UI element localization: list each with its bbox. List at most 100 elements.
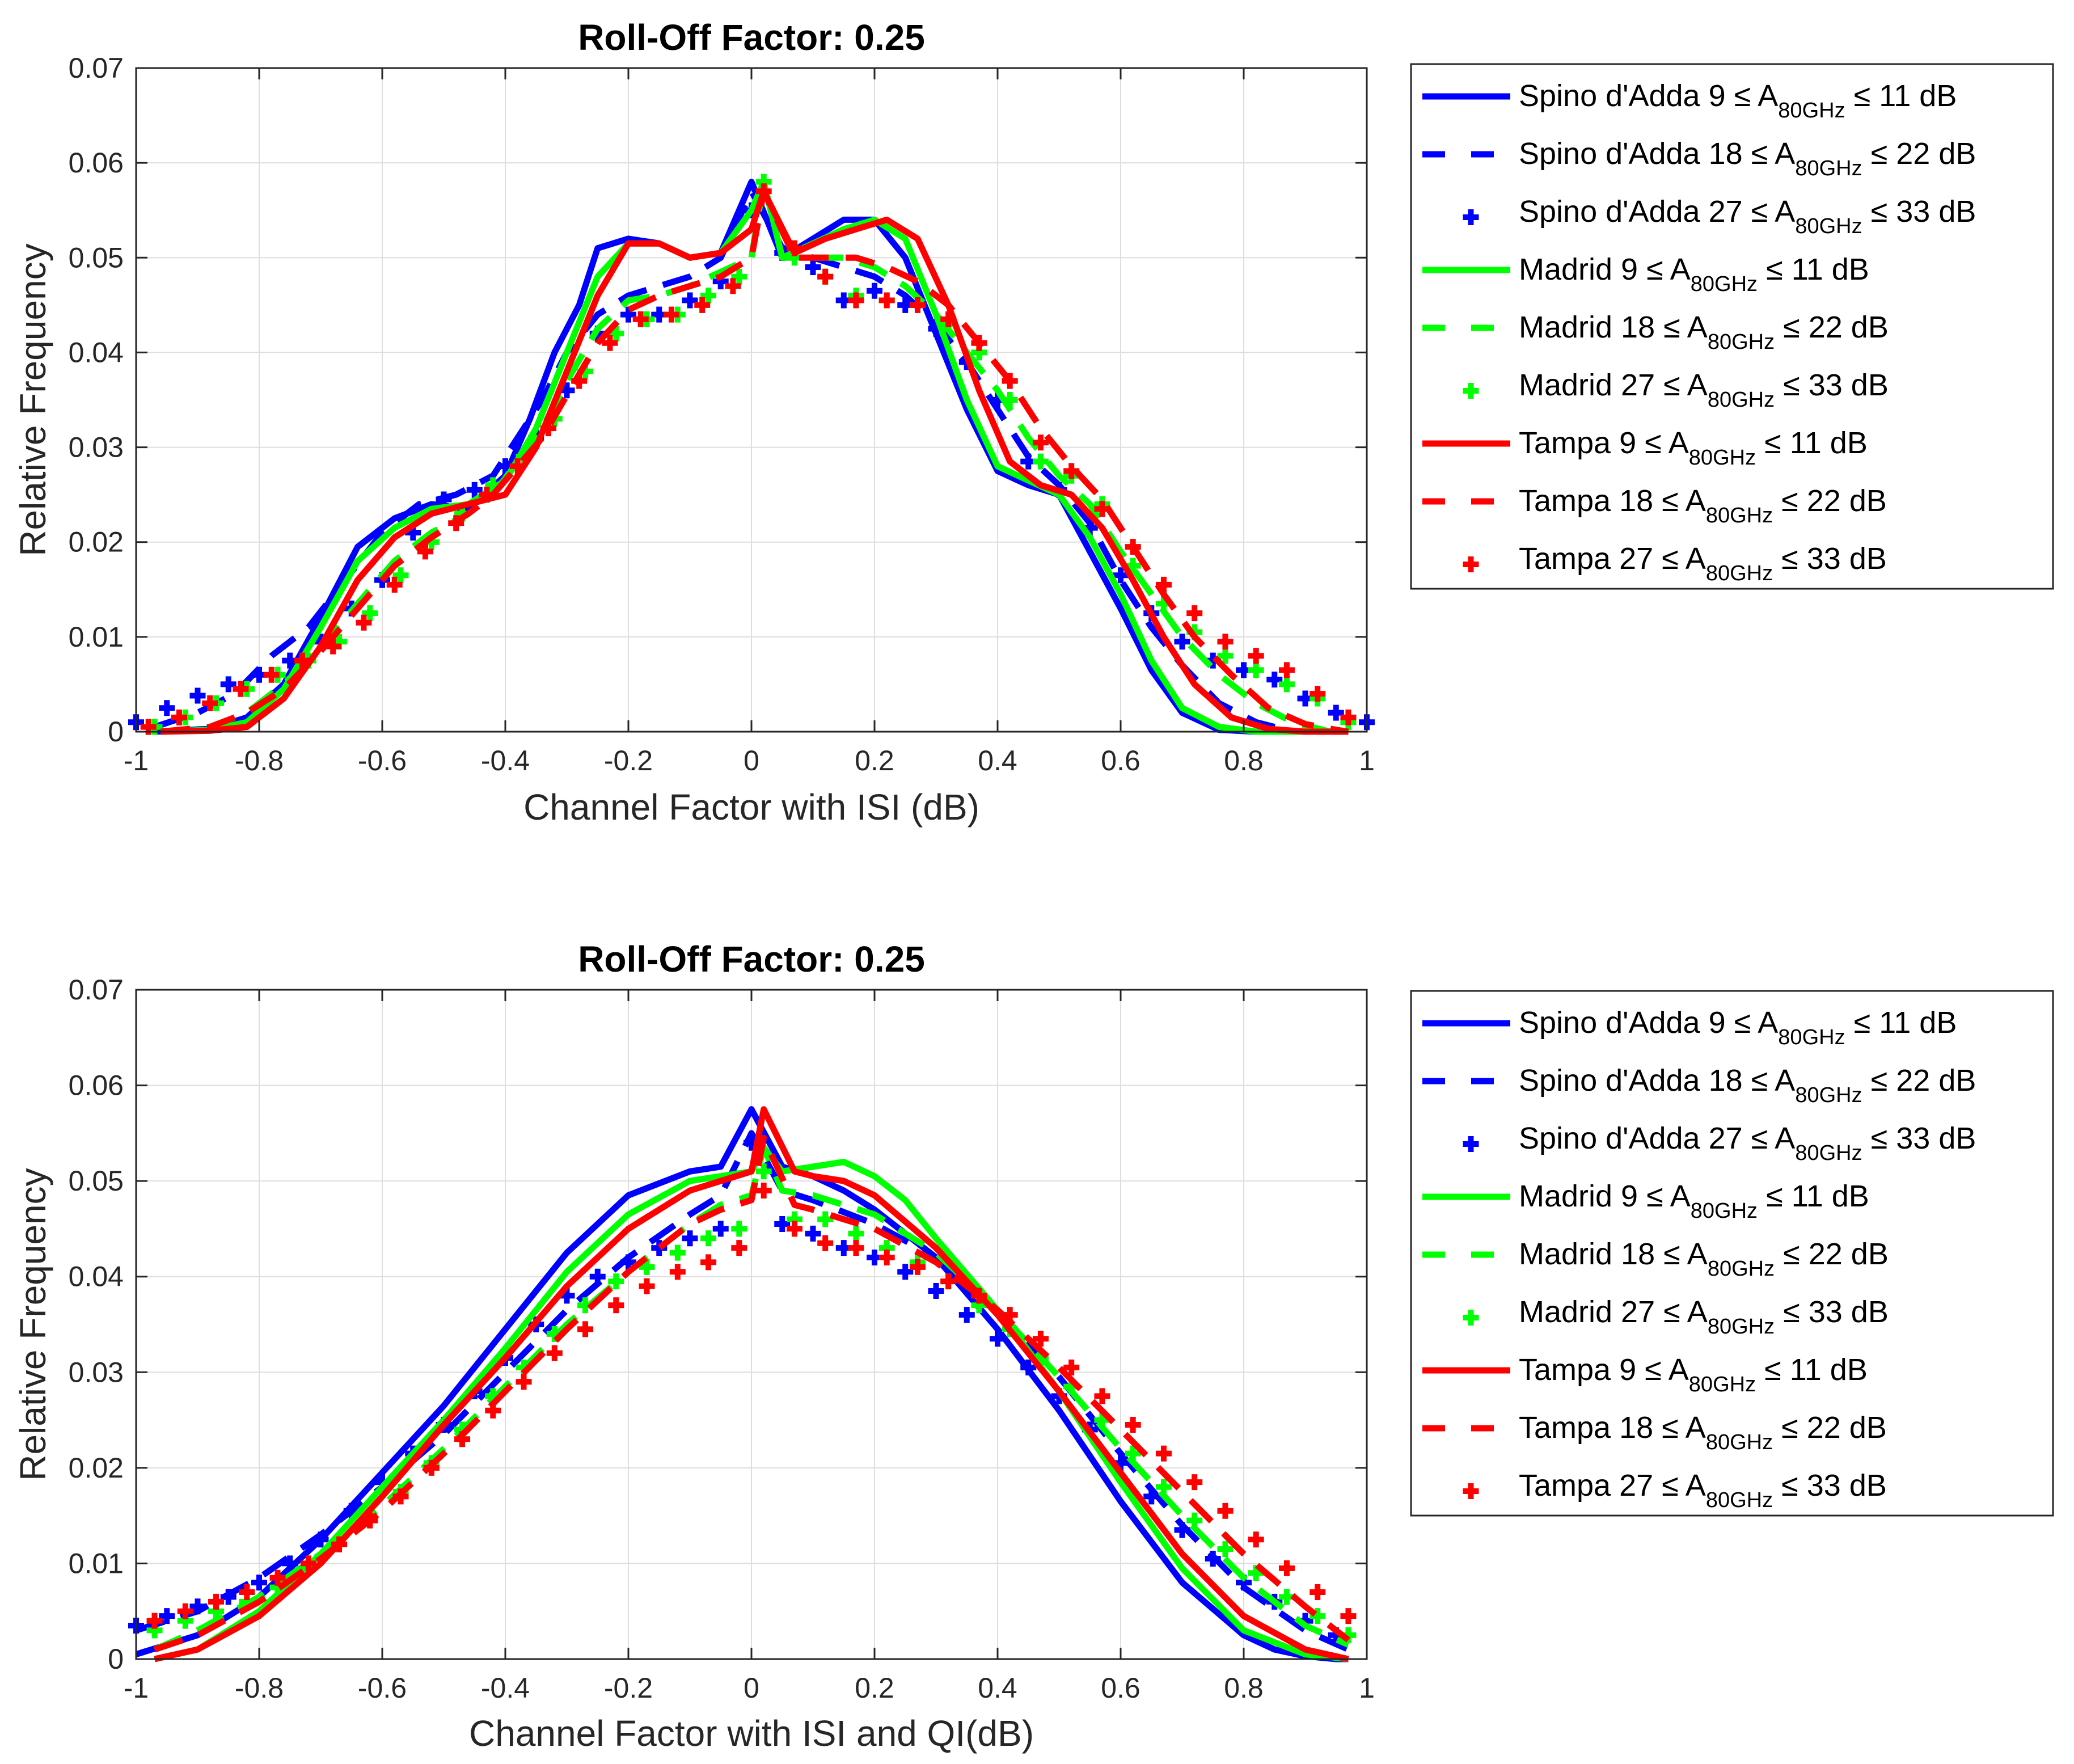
data-point: [1094, 1412, 1110, 1428]
data-point: [177, 1603, 193, 1619]
y-tick-label: 0.06: [69, 147, 124, 179]
data-point: [608, 326, 624, 341]
data-point: [639, 1259, 655, 1275]
series-spino-d-adda-dashed: [135, 1130, 1350, 1653]
data-point: [1063, 1378, 1080, 1395]
data-point: [1248, 1531, 1264, 1548]
y-tick-label: 0: [108, 1643, 124, 1675]
data-point: [1328, 1627, 1344, 1643]
data-point: [971, 1297, 987, 1314]
data-point: [392, 567, 409, 584]
y-tick-label: 0.04: [69, 336, 124, 368]
x-tick-label: 1: [1359, 1672, 1375, 1704]
legend-label: Spino d'Adda 9 ≤ A80GHz ≤ 11 dB: [1519, 79, 1957, 123]
data-point: [577, 1321, 594, 1337]
legend-label: Tampa 27 ≤ A80GHz ≤ 33 dB: [1519, 1468, 1887, 1512]
data-point: [878, 1240, 895, 1256]
data-point: [1310, 1608, 1326, 1624]
x-tick-label: 0.4: [978, 1672, 1017, 1704]
data-point: [700, 1254, 717, 1271]
data-point: [159, 700, 175, 716]
x-tick-label: -0.6: [358, 745, 407, 777]
chart-title: Roll-Off Factor: 0.25: [578, 939, 925, 980]
data-point: [577, 363, 594, 379]
data-point: [620, 306, 636, 323]
data-point: [208, 1603, 225, 1619]
data-point: [1236, 662, 1252, 678]
data-point: [1002, 373, 1018, 389]
data-point: [786, 1211, 802, 1227]
data-point: [1340, 1627, 1357, 1643]
data-point: [1186, 1474, 1203, 1491]
data-point: [694, 297, 711, 313]
data-point: [1082, 520, 1098, 536]
data-point: [990, 392, 1006, 408]
legend-entry: Tampa 27 ≤ A80GHz ≤ 33 dB: [1463, 1468, 1887, 1512]
legend-label: Tampa 9 ≤ A80GHz ≤ 11 dB: [1519, 1353, 1868, 1396]
x-tick-label: -1: [124, 745, 149, 777]
x-tick-label: -0.4: [481, 745, 530, 777]
legend-label: Spino d'Adda 18 ≤ A80GHz ≤ 22 dB: [1519, 137, 1976, 180]
x-tick-label: 0.2: [855, 1672, 894, 1704]
data-point: [263, 666, 280, 683]
data-point: [1125, 1445, 1141, 1462]
data-point: [1266, 672, 1283, 688]
y-tick-label: 0.05: [69, 1165, 124, 1197]
data-point: [282, 652, 298, 669]
data-point: [700, 1230, 717, 1247]
legend-marker: [1463, 556, 1479, 572]
data-point: [725, 278, 741, 294]
y-tick-label: 0.02: [69, 526, 124, 558]
data-point: [325, 638, 341, 655]
data-point: [848, 292, 864, 309]
legend-entry: Madrid 18 ≤ A80GHz ≤ 22 dB: [1422, 1237, 1889, 1281]
legend-marker: [1463, 1136, 1479, 1152]
series-tampa-solid: [154, 1106, 1349, 1662]
data-point: [239, 1593, 255, 1610]
x-tick-label: 0.6: [1101, 745, 1141, 777]
data-point: [251, 1575, 267, 1591]
y-tick-label: 0.03: [69, 432, 124, 463]
data-point: [1217, 634, 1234, 650]
data-point: [1032, 453, 1049, 470]
data-point: [509, 458, 526, 474]
data-point: [251, 666, 267, 683]
data-point: [712, 273, 729, 290]
chart-title: Roll-Off Factor: 0.25: [578, 17, 925, 58]
data-point: [940, 1273, 957, 1290]
data-point: [639, 1278, 655, 1294]
data-point: [1205, 1551, 1221, 1567]
data-point: [971, 344, 987, 361]
data-point: [1278, 662, 1295, 678]
legend-entry: Spino d'Adda 27 ≤ A80GHz ≤ 33 dB: [1463, 1121, 1976, 1165]
legend-marker: [1463, 1310, 1479, 1326]
data-point: [571, 373, 588, 389]
data-point: [958, 1307, 975, 1323]
data-point: [189, 687, 206, 704]
data-point: [786, 1221, 802, 1237]
data-point: [269, 1569, 286, 1586]
x-tick-label: -0.8: [235, 1672, 284, 1704]
data-point: [497, 458, 513, 474]
data-point: [559, 382, 575, 399]
data-point: [1186, 605, 1203, 622]
data-point: [1020, 453, 1037, 470]
data-point: [774, 1216, 791, 1232]
data-point: [1278, 676, 1295, 693]
series-madrid-dotted: [146, 1163, 1357, 1643]
data-point: [663, 306, 679, 323]
data-point: [146, 1613, 163, 1629]
data-point: [1143, 1488, 1160, 1505]
legend-entry: Madrid 27 ≤ A80GHz ≤ 33 dB: [1463, 1295, 1889, 1339]
data-point: [171, 709, 187, 725]
series-tampa-dotted: [146, 1183, 1357, 1629]
y-tick-label: 0.01: [69, 621, 124, 653]
data-point: [632, 311, 649, 327]
data-point: [1063, 463, 1080, 479]
data-point: [362, 605, 378, 622]
data-point: [669, 1244, 686, 1261]
data-point: [602, 335, 618, 351]
series-group: [128, 1106, 1357, 1662]
data-point: [233, 681, 249, 697]
